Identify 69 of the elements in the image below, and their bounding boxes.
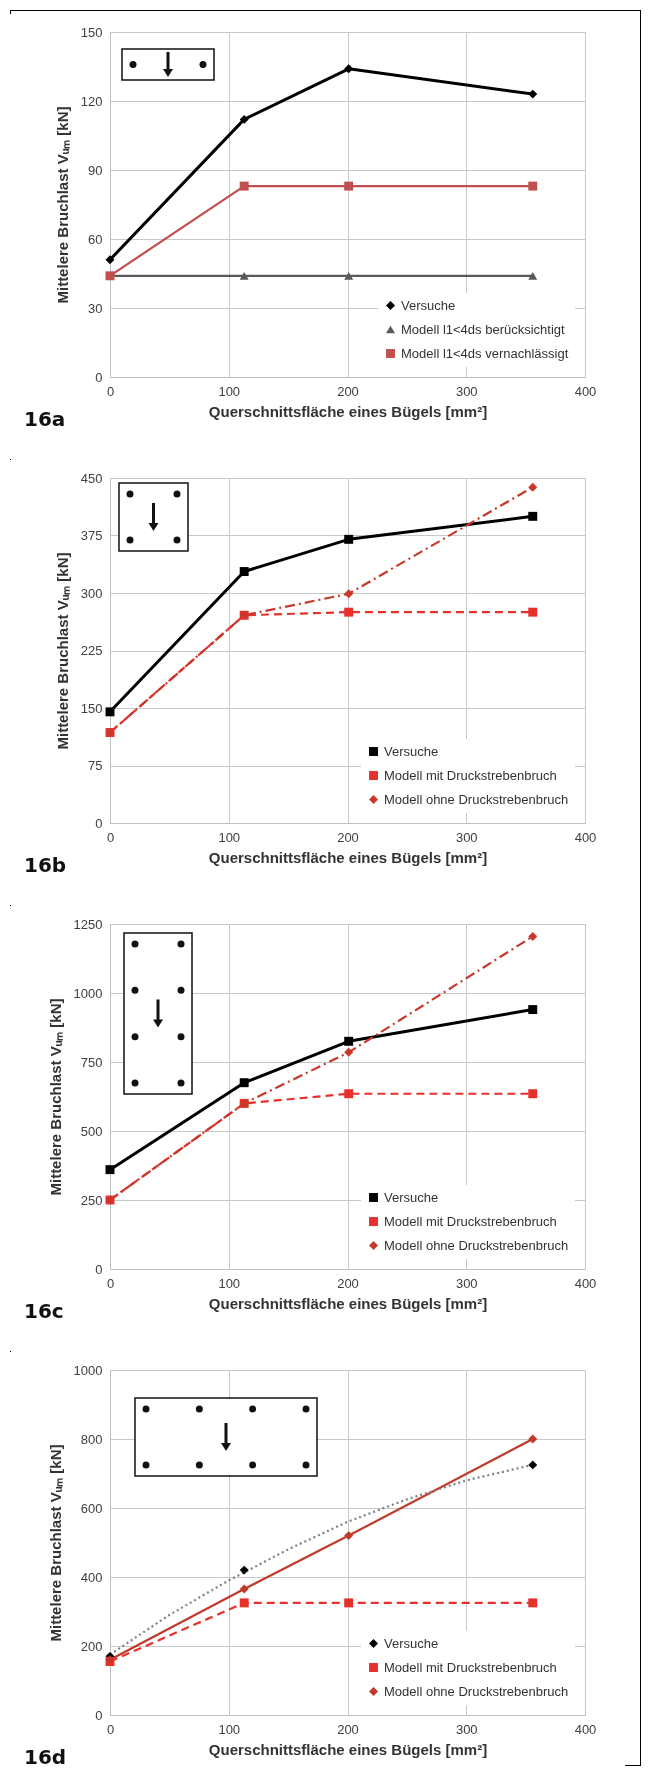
y-tick-label: 0 <box>95 369 103 385</box>
y-tick-label: 30 <box>88 300 103 316</box>
y-tick-label: 1000 <box>73 985 103 1001</box>
y-tick-label: 90 <box>88 162 103 178</box>
y-tick-label: 450 <box>80 470 103 486</box>
y-tick-label: 800 <box>80 1431 103 1447</box>
x-tick-label: 400 <box>574 1275 597 1291</box>
x-tick-label: 0 <box>106 829 115 845</box>
x-tick-label: 300 <box>455 1275 478 1291</box>
y-tick-label: 400 <box>80 1569 103 1585</box>
text: 16a <box>24 407 66 431</box>
legend-label: Versuche <box>384 1635 439 1651</box>
text: 16b <box>24 853 67 877</box>
y-tick-label: 375 <box>80 528 103 543</box>
legend-label: Versuche <box>384 743 439 759</box>
y-tick-label: 0 <box>95 815 103 831</box>
x-axis-title: Querschnittsfläche eines Bügels [mm²] <box>208 1740 488 1758</box>
x-tick-label: 0 <box>106 1275 115 1291</box>
x-tick-label: 100 <box>218 1275 241 1291</box>
y-tick-label: 250 <box>80 1192 103 1208</box>
y-tick-label: 600 <box>80 1500 103 1516</box>
y-tick-label: 60 <box>88 231 103 247</box>
legend-label: Modell l1<4ds vernachlässigt <box>401 345 569 361</box>
x-tick-label: 300 <box>455 1721 478 1737</box>
x-tick-label: 400 <box>574 1721 597 1737</box>
x-tick-label: 400 <box>574 383 597 399</box>
x-tick-label: 100 <box>218 1721 241 1737</box>
x-tick-label: 300 <box>455 383 478 399</box>
y-tick-label: 500 <box>80 1123 103 1139</box>
text: 16c <box>24 1299 64 1323</box>
y-tick-label: 1000 <box>73 1362 103 1378</box>
legend-label: Modell ohne Druckstrebenbruch <box>384 1237 569 1253</box>
legend-label: Modell l1<4ds berücksichtigt <box>401 321 566 337</box>
legend-label: Modell mit Druckstrebenbruch <box>384 1213 557 1229</box>
legend-label: Modell ohne Druckstrebenbruch <box>384 1683 569 1699</box>
y-tick-label: 150 <box>80 24 103 40</box>
y-tick-label: 0 <box>95 1707 103 1723</box>
x-tick-label: 0 <box>106 1721 115 1737</box>
y-tick-label: 225 <box>80 643 103 658</box>
x-tick-label: 200 <box>337 829 359 845</box>
x-tick-label: 400 <box>574 829 597 845</box>
x-tick-label: 0 <box>106 383 115 399</box>
x-tick-label: 200 <box>337 383 359 399</box>
y-tick-label: 75 <box>88 758 103 773</box>
y-tick-label: 200 <box>80 1638 103 1654</box>
y-tick-label: 750 <box>80 1054 103 1070</box>
y-tick-label: 150 <box>80 700 103 716</box>
x-axis-title: Querschnittsfläche eines Bügels [mm²] <box>208 402 488 420</box>
x-tick-label: 100 <box>218 829 241 845</box>
x-tick-label: 200 <box>337 1275 359 1291</box>
y-tick-label: 1250 <box>73 916 103 932</box>
y-tick-label: 120 <box>80 93 103 109</box>
y-tick-label: 300 <box>80 585 103 601</box>
x-axis-title: Querschnittsfläche eines Bügels [mm²] <box>208 1294 488 1312</box>
text: 16d <box>24 1745 67 1769</box>
legend-label: Modell mit Druckstrebenbruch <box>384 1659 557 1675</box>
legend-label: Versuche <box>384 1189 439 1205</box>
y-axis-title: Mittelere Bruchlast Vᵤₘ [kN] <box>53 552 71 750</box>
y-tick-label: 0 <box>95 1261 103 1277</box>
x-axis-title: Querschnittsfläche eines Bügels [mm²] <box>208 848 488 866</box>
y-axis-title: Mittelere Bruchlast Vᵤₘ [kN] <box>46 998 64 1196</box>
y-axis-title: Mittelere Bruchlast Vᵤₘ [kN] <box>53 106 71 304</box>
x-tick-label: 100 <box>218 383 241 399</box>
x-tick-label: 200 <box>337 1721 359 1737</box>
legend-label: Modell mit Druckstrebenbruch <box>384 767 557 783</box>
y-axis-title: Mittelere Bruchlast Vᵤₘ [kN] <box>46 1444 64 1642</box>
legend-label: Modell ohne Druckstrebenbruch <box>384 791 569 807</box>
legend-label: Versuche <box>401 297 456 313</box>
x-tick-label: 300 <box>455 829 478 845</box>
